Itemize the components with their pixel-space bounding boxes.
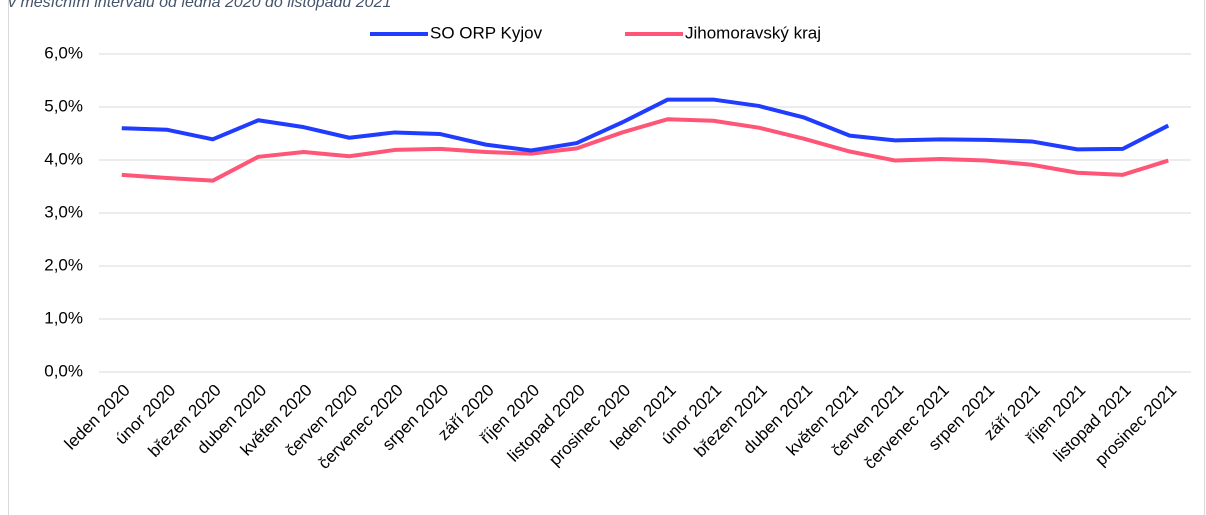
y-tick-label: 3,0% <box>44 202 83 221</box>
chart-frame <box>8 0 1205 515</box>
y-tick-label: 0,0% <box>44 361 83 380</box>
y-tick-label: 5,0% <box>44 96 83 115</box>
y-tick-label: 1,0% <box>44 308 83 327</box>
legend-label: SO ORP Kyjov <box>430 23 543 42</box>
series-line <box>121 117 1169 183</box>
series-line <box>121 97 1170 153</box>
chart-subtitle: v měsíčním intervalu od ledna 2020 do li… <box>8 0 391 11</box>
y-tick-label: 2,0% <box>44 255 83 274</box>
y-tick-label: 6,0% <box>44 43 83 62</box>
x-tick-label: prosinec 2021 <box>1091 381 1180 470</box>
y-tick-label: 4,0% <box>44 149 83 168</box>
legend-label: Jihomoravský kraj <box>685 23 821 42</box>
